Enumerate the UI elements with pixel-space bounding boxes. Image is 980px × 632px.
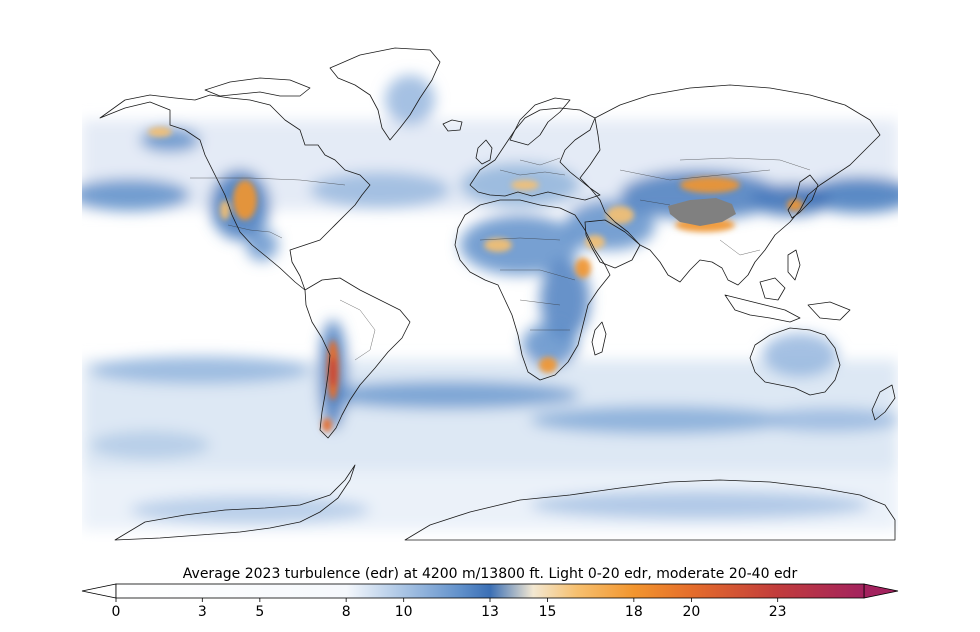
colorbar-tick-label: 10 <box>395 604 413 620</box>
turbulence-field <box>82 75 898 530</box>
coast-japan <box>787 174 819 219</box>
border-africa-2 <box>500 269 576 281</box>
country-borders <box>190 157 811 361</box>
hotspot-patagonia <box>322 418 332 432</box>
field-mexico <box>246 229 278 261</box>
border-us-mexico <box>227 224 283 239</box>
coast-asia <box>579 84 881 286</box>
colorbar-tick-label: 0 <box>112 604 121 620</box>
colorbar-tick-label: 5 <box>255 604 264 620</box>
field-tasman-jet <box>760 408 898 432</box>
field-antarctic-coast-west <box>130 496 370 524</box>
coast-british-isles <box>475 139 493 165</box>
coast-australia <box>749 327 841 396</box>
coast-new-guinea <box>807 301 851 321</box>
coast-greenland <box>329 47 441 141</box>
coast-antarctica-east <box>404 479 896 541</box>
hotspot-rockies <box>233 180 257 220</box>
field-east-africa <box>540 260 590 340</box>
colorbar-tick-label: 15 <box>539 604 557 620</box>
coast-iceland <box>442 119 463 132</box>
coast-scandinavia <box>509 97 571 146</box>
field-south-atlantic-jet <box>320 381 580 409</box>
coast-new-zealand <box>871 384 896 421</box>
coast-philippines <box>787 249 801 281</box>
hotspot-ethiopia <box>575 258 591 278</box>
colorbar-tick-label: 23 <box>769 604 787 620</box>
border-europe-1 <box>499 169 566 176</box>
hotspot-tibet-north <box>680 177 740 193</box>
border-russia-china <box>679 157 811 171</box>
hotspot-sierra <box>220 200 230 220</box>
coast-arctic-islands <box>204 77 311 97</box>
coast-antarctica-west <box>114 464 356 541</box>
colorbar-tick-label: 13 <box>481 604 499 620</box>
border-brazil <box>339 299 376 361</box>
field-south-pacific-jet <box>90 356 310 384</box>
missing-data-tibet <box>668 198 736 226</box>
hotspot-iran <box>606 206 634 224</box>
colorbar-title: Average 2023 turbulence (edr) at 4200 m/… <box>183 566 798 582</box>
colorbar-extend-min <box>81 583 117 599</box>
hotspot-japan <box>787 199 803 211</box>
coast-europe <box>469 107 601 201</box>
field-australia <box>762 333 838 377</box>
border-us-canada <box>190 177 346 186</box>
colorbar-extend-max <box>863 583 899 599</box>
coast-north-america <box>99 94 371 291</box>
border-asia-2 <box>639 199 671 206</box>
field-greenland <box>385 75 435 125</box>
coast-borneo <box>759 277 786 301</box>
coast-africa <box>454 199 611 381</box>
border-europe-2 <box>519 157 561 166</box>
colorbar-tick-label: 20 <box>682 604 700 620</box>
hotspot-andes-core <box>330 357 336 387</box>
field-central-asia <box>620 170 780 220</box>
border-asia-1 <box>619 169 771 181</box>
colorbar: Average 2023 turbulence (edr) at 4200 m/… <box>81 566 899 620</box>
colorbar-tick-label: 3 <box>198 604 207 620</box>
colorbar-tick-label: 8 <box>342 604 351 620</box>
border-asia-3 <box>719 239 761 256</box>
field-north-pacific-jet <box>82 179 190 211</box>
field-south-pacific-east <box>90 431 210 459</box>
field-antarctic-coast-east <box>530 491 870 519</box>
border-africa-3 <box>519 299 561 306</box>
field-southern-africa <box>522 323 578 367</box>
coast-indonesia <box>724 294 801 323</box>
coast-madagascar <box>591 321 607 356</box>
coastlines <box>99 47 896 541</box>
map-area <box>82 40 898 544</box>
coast-arabia <box>584 219 641 269</box>
hotspot-south-africa <box>539 357 557 373</box>
colorbar-tick-label: 18 <box>625 604 643 620</box>
hotspot-sahara <box>484 238 512 252</box>
field-sahara <box>460 215 580 275</box>
hotspot-alaska <box>148 127 172 137</box>
hotspot-arabia <box>585 235 605 249</box>
border-africa-1 <box>479 237 561 241</box>
field-north-atlantic <box>310 172 450 208</box>
hotspot-alps <box>511 180 539 190</box>
colorbar-bar <box>115 583 865 599</box>
colorbar-ticks: 0 3 5 8 10 13 15 18 20 23 <box>112 598 787 620</box>
coast-south-america <box>304 277 411 439</box>
field-south-indian-jet <box>530 406 790 434</box>
